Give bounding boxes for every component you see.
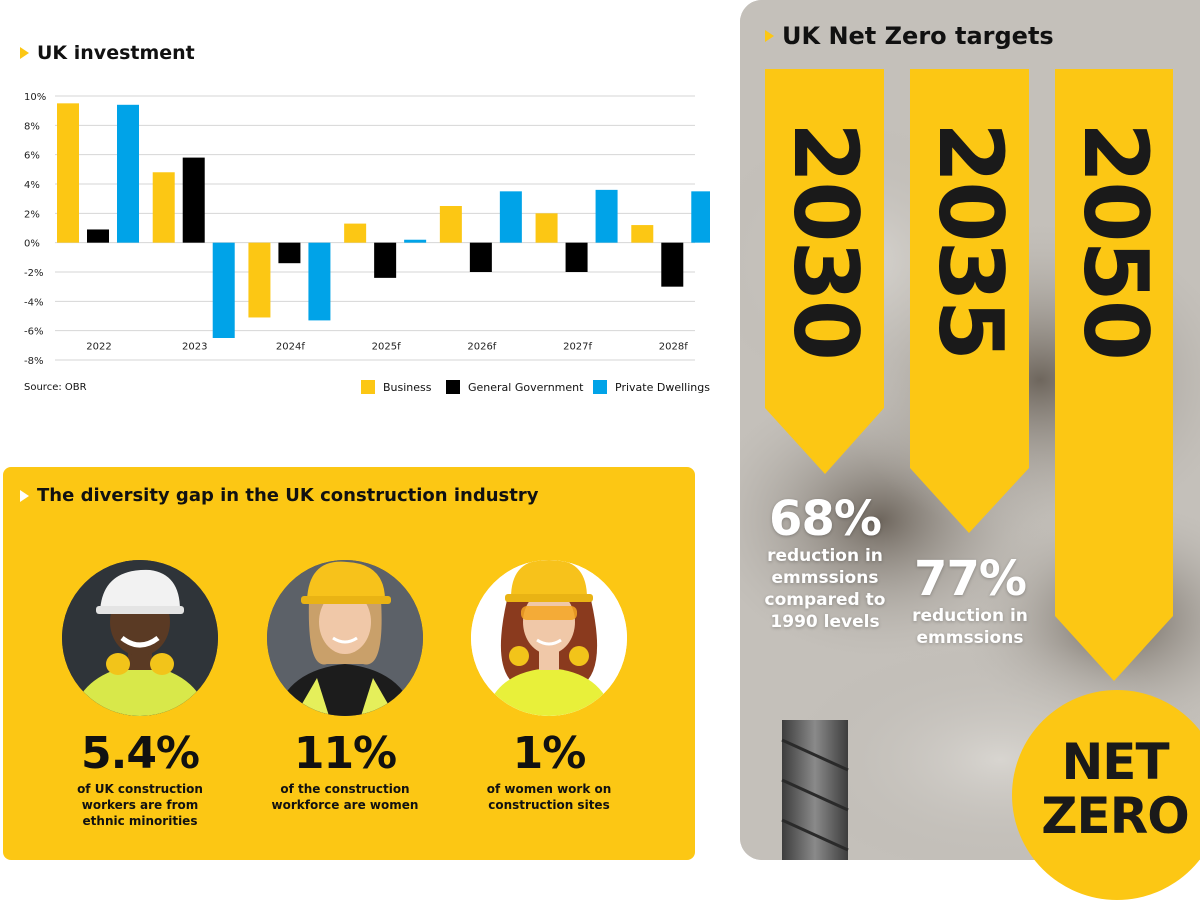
stat-2035-value: 77% (914, 551, 1027, 607)
bar-business-2026f (439, 206, 462, 243)
legend-item-general-government: General Government (446, 380, 583, 394)
stat-value-women-workforce: 11% (293, 728, 397, 779)
target-year-2030: 2030 (774, 122, 877, 359)
caption-line: emmssions (916, 628, 1024, 648)
caption-line: workers are from (81, 798, 199, 812)
target-arrow-2050 (1055, 69, 1173, 681)
x-tick-label: 2028f (659, 341, 688, 352)
caption-line: workforce are women (271, 798, 419, 812)
bar-general-government-2025f (374, 242, 397, 278)
y-tick-label: 8% (24, 121, 40, 132)
badge-line: NET (1061, 733, 1169, 791)
target-year-2035: 2035 (919, 122, 1022, 359)
legend-swatch-business (361, 380, 375, 394)
legend-label-private-dwellings: Private Dwellings (615, 380, 710, 394)
x-tick-label: 2024f (276, 341, 305, 352)
stat-2035-reduction: 77% reduction in emmssions (900, 553, 1040, 649)
bar-private-dwellings-2026f (499, 191, 522, 243)
x-tick-label: 2022 (86, 341, 111, 352)
stat-2030-reduction: 68% reduction in emmssions compared to 1… (755, 493, 895, 633)
x-tick-label: 2025f (372, 341, 401, 352)
bar-general-government-2027f (565, 242, 588, 272)
net-zero-title: UK Net Zero targets (765, 22, 1054, 50)
net-zero-title-text: UK Net Zero targets (782, 22, 1054, 50)
net-zero-badge-text: NET ZERO (1030, 735, 1200, 843)
chart-source: Source: OBR (24, 382, 87, 393)
chart-title: UK investment (20, 42, 195, 64)
stat-2030-value: 68% (769, 491, 882, 547)
bar-business-2027f (535, 213, 558, 243)
bar-private-dwellings-2028f (691, 191, 710, 243)
y-tick-label: 2% (24, 209, 40, 220)
y-tick-label: -8% (24, 356, 43, 367)
legend-item-business: Business (361, 380, 432, 394)
y-tick-label: 4% (24, 180, 40, 191)
stat-caption-ethnic-minorities: of UK construction workers are from ethn… (40, 781, 240, 829)
target-year-2050: 2050 (1064, 122, 1167, 359)
caption-line: of UK construction (77, 782, 203, 796)
x-tick-label: 2026f (467, 341, 496, 352)
caption-line: 1990 levels (770, 612, 880, 632)
y-tick-label: 0% (24, 239, 40, 250)
bar-private-dwellings-2025f (404, 239, 427, 243)
y-tick-label: 10% (24, 92, 46, 103)
caption-line: construction sites (488, 798, 610, 812)
bar-general-government-2024f (278, 242, 301, 264)
badge-line: ZERO (1041, 787, 1189, 845)
y-tick-label: 6% (24, 151, 40, 162)
stat-caption-women-on-site: of women work on construction sites (449, 781, 649, 813)
caption-line: of the construction (280, 782, 410, 796)
bar-private-dwellings-2022 (117, 104, 139, 243)
caption-line: reduction in (767, 546, 883, 566)
bar-general-government-2026f (469, 242, 492, 272)
bar-general-government-2028f (661, 242, 684, 287)
diversity-title-text: The diversity gap in the UK construction… (37, 485, 539, 506)
legend-swatch-private-dwellings (593, 380, 607, 394)
bar-business-2022 (57, 103, 79, 243)
target-arrow-2030 (765, 69, 884, 474)
bar-business-2023 (152, 172, 175, 243)
caption-line: reduction in (912, 606, 1028, 626)
diversity-title: The diversity gap in the UK construction… (20, 485, 538, 506)
worker-photo-3 (471, 560, 627, 716)
worker-illustration-3 (471, 560, 627, 716)
legend-label-general-government: General Government (468, 380, 584, 394)
legend-swatch-general-government (446, 380, 460, 394)
x-tick-label: 2027f (563, 341, 592, 352)
bar-private-dwellings-2024f (308, 242, 331, 321)
stat-caption-women-workforce: of the construction workforce are women (245, 781, 445, 813)
bar-business-2024f (248, 242, 271, 318)
x-tick-label: 2023 (182, 341, 207, 352)
worker-illustration-1 (62, 560, 218, 716)
net-zero-badge (1012, 690, 1200, 900)
triangle-bullet-icon (20, 47, 29, 59)
bar-general-government-2023 (182, 157, 205, 243)
worker-photo-1 (62, 560, 218, 716)
caption-line: ethnic minorities (82, 814, 198, 828)
bar-private-dwellings-2027f (595, 189, 618, 243)
target-arrow-2035 (910, 69, 1029, 533)
triangle-bullet-icon (765, 30, 774, 42)
caption-line: compared to (764, 590, 886, 610)
caption-line: emmssions (771, 568, 879, 588)
bar-private-dwellings-2023 (212, 242, 235, 338)
stat-value-women-on-site: 1% (512, 728, 587, 779)
y-tick-label: -6% (24, 327, 43, 338)
y-tick-label: -2% (24, 268, 43, 279)
stat-value-ethnic-minorities: 5.4% (80, 728, 200, 779)
chart-title-text: UK investment (37, 42, 195, 64)
bar-general-government-2022 (87, 229, 109, 243)
y-tick-label: -4% (24, 297, 43, 308)
legend-label-business: Business (383, 380, 432, 394)
bar-business-2025f (344, 223, 367, 243)
triangle-bullet-icon (20, 489, 29, 502)
investment-bar-chart: 10% 8% 6% 4% 2% 0% -2% -4% -6% -8% 2022 2023 2024f 20… (24, 92, 710, 367)
bar-business-2028f (631, 225, 654, 243)
legend-item-private-dwellings: Private Dwellings (593, 380, 710, 394)
caption-line: of women work on (486, 782, 612, 796)
